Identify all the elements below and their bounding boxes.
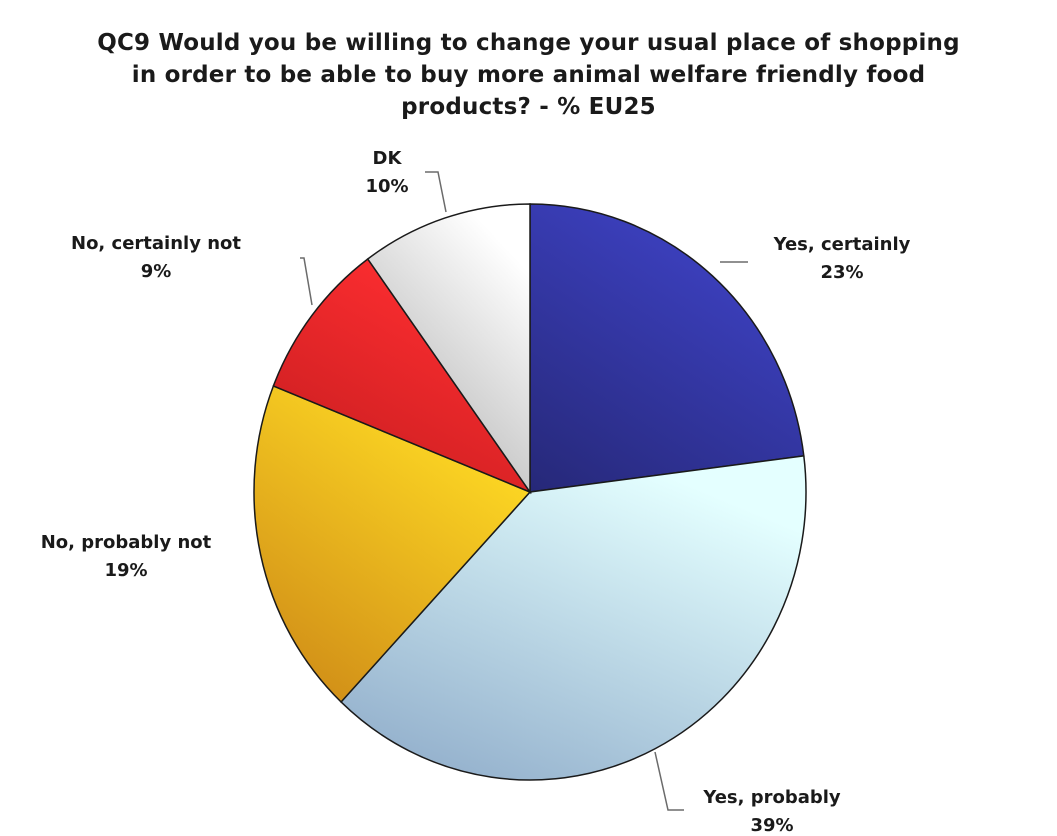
leader-line-yes-probably (654, 751, 684, 811)
pie-slice-dk (366, 203, 531, 495)
leader-line-dk (425, 171, 447, 213)
slice-label-no-probably-not: No, probably not (41, 532, 212, 553)
slice-label-yes-probably: Yes, probably (702, 787, 841, 808)
pie-slice-no-certainly-not (272, 257, 533, 494)
slice-label-dk: DK (373, 148, 403, 169)
leader-line-no-certainly-not (300, 257, 313, 306)
chart-title-line-2: in order to be able to buy more animal w… (131, 62, 926, 88)
slice-label-no-certainly-not: No, certainly not (71, 233, 241, 254)
slice-value-label-no-certainly-not: 9% (141, 261, 172, 282)
pie-slice-yes-probably (340, 455, 807, 781)
pie-slice-yes-certainly (529, 203, 805, 493)
slice-value-label-dk: 10% (365, 176, 408, 197)
chart-title-line-3: products? - % EU25 (401, 94, 656, 120)
slice-label-yes-certainly: Yes, certainly (773, 234, 911, 255)
chart-title-line-1: QC9 Would you be willing to change your … (97, 30, 960, 56)
slice-value-label-no-probably-not: 19% (104, 560, 147, 581)
slice-value-label-yes-certainly: 23% (820, 262, 863, 283)
slice-value-label-yes-probably: 39% (750, 815, 793, 836)
pie-slice-no-probably-not (253, 384, 532, 704)
